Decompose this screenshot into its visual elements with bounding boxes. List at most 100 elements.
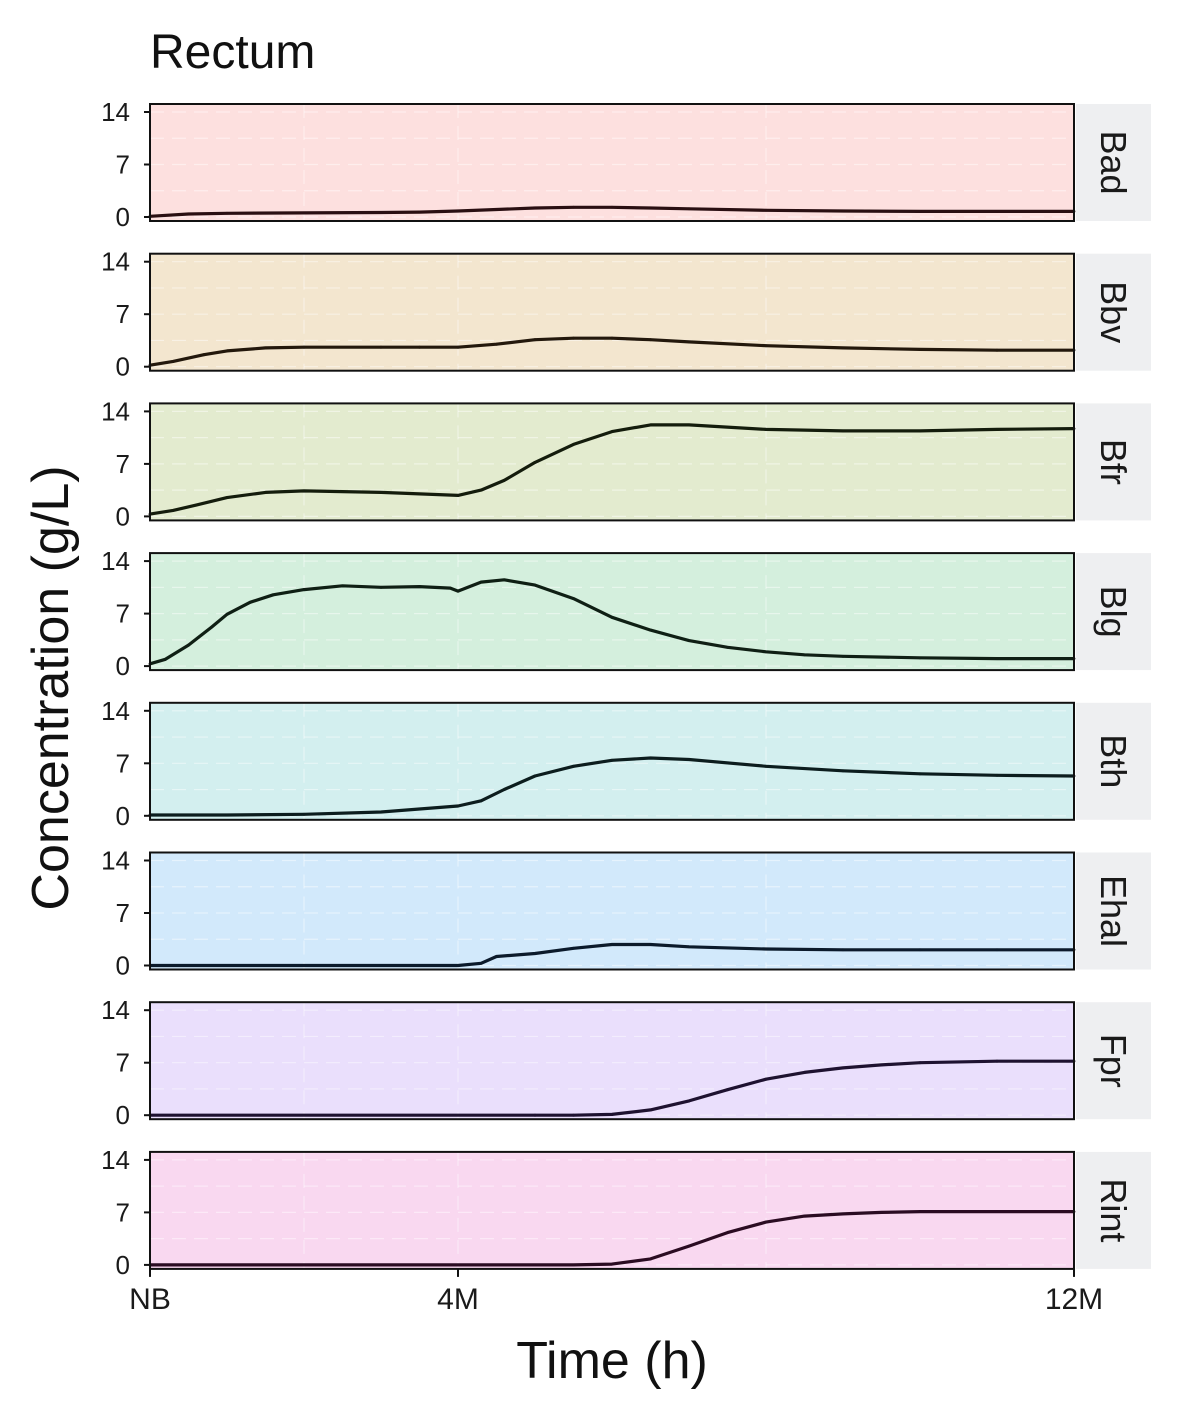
data-point <box>533 774 537 778</box>
y-axis-title: Concentration (g/L) <box>22 465 80 910</box>
data-point <box>803 1071 806 1074</box>
data-point <box>194 503 198 507</box>
data-point <box>841 654 845 658</box>
data-point <box>726 645 729 649</box>
strip-label-rint: Rint <box>1093 1178 1134 1242</box>
x-tick-label: 4M <box>437 1283 479 1316</box>
data-point <box>418 210 421 214</box>
series-line-fpr <box>150 1059 1074 1117</box>
data-point <box>649 423 652 427</box>
data-point <box>533 952 537 955</box>
facet-panels: Bad 0 7 14 Bbv 0 7 14 Bfr 0 7 14 Blg 0 7 14 Bth 0 7 14 Ehal 0… <box>101 97 1151 1280</box>
panel-bbv: Bbv 0 7 14 <box>101 247 1151 382</box>
strip-background <box>1076 1002 1151 1120</box>
data-point <box>572 946 575 950</box>
data-point <box>379 964 383 967</box>
x-axis: NB 4M 12M <box>129 1268 1103 1316</box>
y-tick-label: 0 <box>116 801 130 831</box>
data-point <box>649 1108 652 1112</box>
data-point <box>918 209 922 213</box>
data-point <box>379 585 383 589</box>
data-point <box>379 211 383 214</box>
strip-background <box>1076 553 1151 671</box>
data-point <box>187 212 190 216</box>
y-tick-label: 0 <box>116 501 130 531</box>
data-point <box>610 943 614 946</box>
data-point <box>379 491 383 494</box>
panel-border <box>149 1001 1075 1121</box>
data-point <box>764 1220 768 1224</box>
data-point <box>649 756 652 760</box>
data-point <box>302 211 306 215</box>
x-axis-title: Time (h) <box>516 1332 708 1390</box>
data-point <box>649 943 652 946</box>
data-point <box>764 947 768 951</box>
data-point <box>572 443 575 446</box>
data-point <box>302 489 306 493</box>
data-point <box>456 589 460 593</box>
y-tick-label: 7 <box>116 299 130 329</box>
y-tick-label: 0 <box>116 651 130 681</box>
data-point <box>533 1113 537 1117</box>
data-point <box>456 345 460 349</box>
data-point <box>687 340 691 344</box>
data-point <box>341 584 344 588</box>
data-point <box>687 423 691 427</box>
data-point <box>302 812 306 816</box>
data-point <box>841 1066 845 1070</box>
panel-border <box>149 402 1075 522</box>
data-point <box>764 650 768 654</box>
data-point <box>533 461 537 464</box>
data-point <box>726 1088 729 1092</box>
y-tick-label: 0 <box>116 202 130 232</box>
data-point <box>649 206 652 210</box>
data-point <box>418 807 421 811</box>
data-point <box>687 945 691 949</box>
data-point <box>456 804 460 808</box>
data-point <box>764 208 768 212</box>
data-point <box>995 773 999 777</box>
data-point <box>502 578 506 582</box>
data-point <box>171 360 175 363</box>
data-point <box>302 588 306 591</box>
y-tick-label: 7 <box>116 1197 130 1227</box>
panel-bfr: Bfr 0 7 14 <box>101 396 1151 531</box>
panel-rint: Rint 0 7 14 <box>101 1145 1151 1280</box>
panel-blg: Blg 0 7 14 <box>101 546 1151 681</box>
data-point <box>572 1113 575 1117</box>
strip-background <box>1076 104 1151 221</box>
data-point <box>918 429 922 433</box>
data-point <box>225 496 229 500</box>
y-tick-label: 0 <box>116 1250 130 1280</box>
data-point <box>649 628 652 632</box>
data-point <box>479 488 483 492</box>
y-tick-label: 0 <box>116 951 130 981</box>
data-point <box>610 430 614 434</box>
strip-label-bfr: Bfr <box>1093 439 1134 485</box>
data-point <box>225 612 229 616</box>
data-point <box>479 799 483 803</box>
data-point <box>225 211 229 215</box>
data-point <box>533 1263 537 1267</box>
data-point <box>479 580 483 584</box>
series-line-bad <box>149 205 1074 218</box>
strip-label-bad: Bad <box>1093 130 1134 194</box>
y-tick-label: 14 <box>101 247 130 277</box>
panel-background <box>150 1002 1074 1120</box>
data-point <box>803 653 806 657</box>
data-point <box>764 1077 768 1081</box>
data-point <box>726 1231 729 1235</box>
data-point <box>264 346 267 350</box>
series-points-ehal <box>148 943 1076 967</box>
data-point <box>918 348 922 351</box>
data-point <box>533 338 537 342</box>
series-points-fpr <box>148 1059 1076 1117</box>
y-tick-label: 14 <box>101 97 130 127</box>
data-point <box>918 1061 922 1065</box>
data-point <box>418 585 421 588</box>
strip-background <box>1076 253 1151 371</box>
data-point <box>379 345 383 349</box>
data-point <box>995 948 999 952</box>
data-point <box>918 948 922 952</box>
